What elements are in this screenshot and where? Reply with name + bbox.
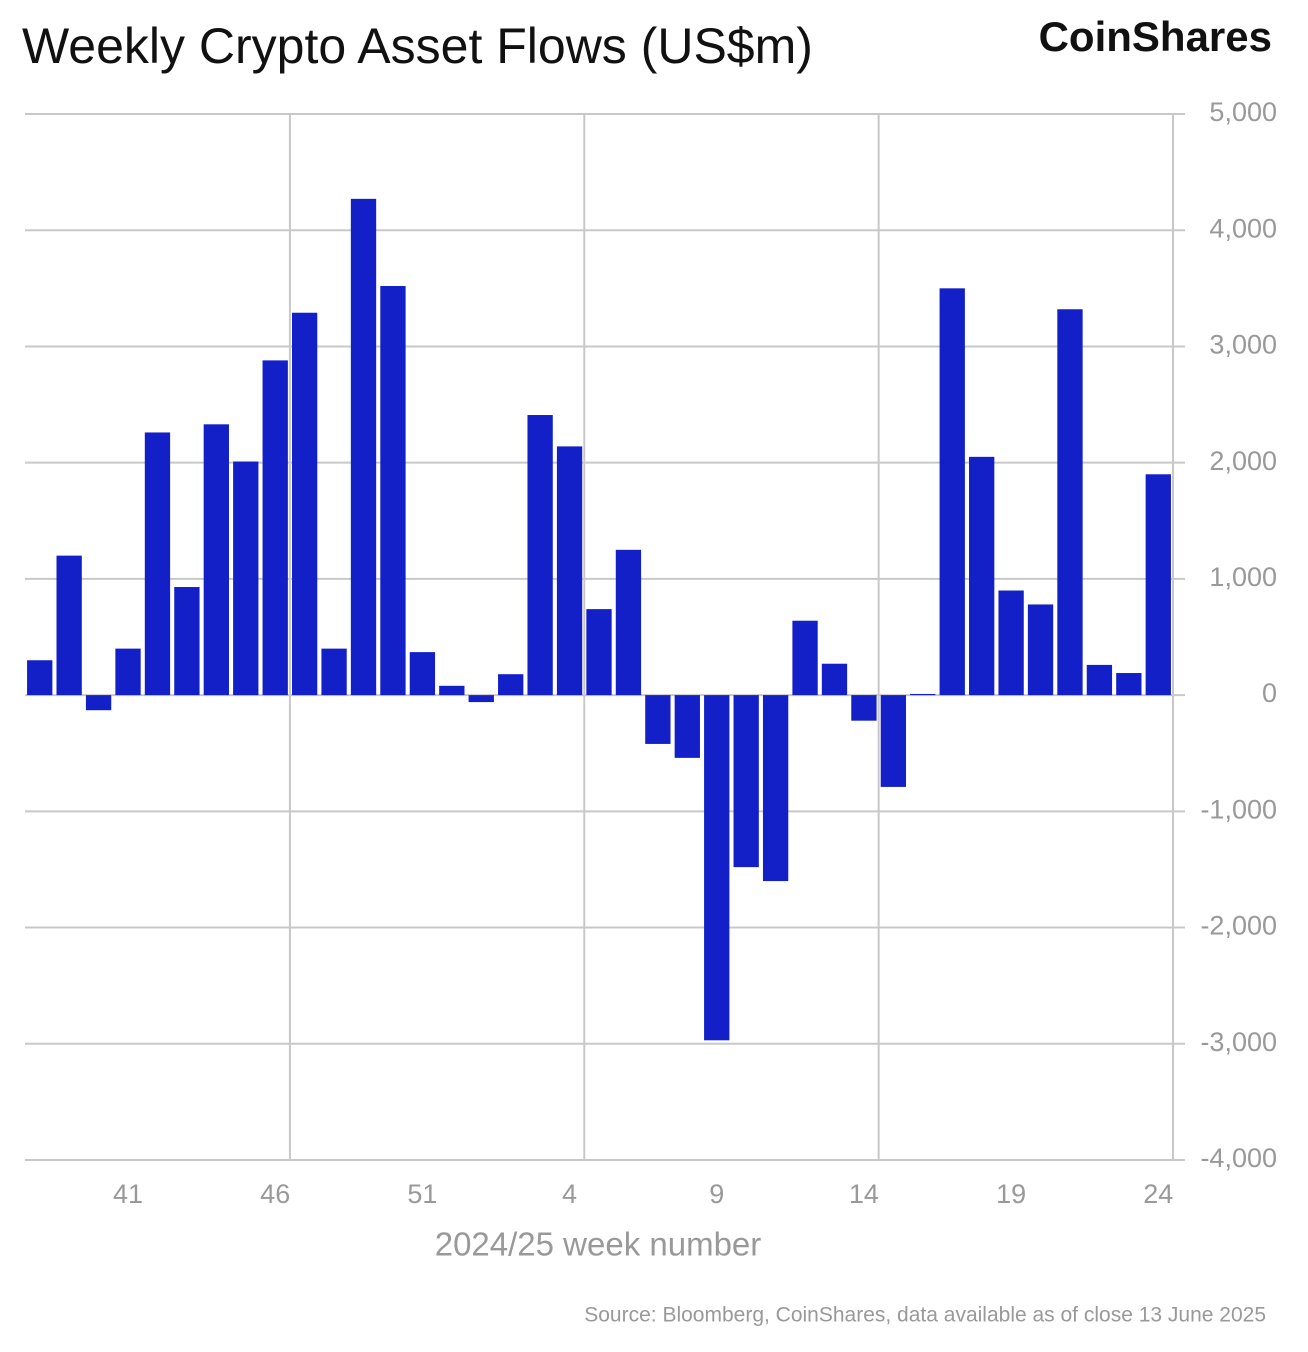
bar [939, 288, 965, 696]
y-tick-label: -1,000 [1200, 794, 1277, 824]
bar [645, 695, 671, 744]
y-tick-label: 5,000 [1209, 97, 1277, 127]
bar [733, 695, 759, 868]
bar [704, 695, 730, 1041]
bar [174, 587, 200, 696]
brand-logo: CoinShares [1039, 13, 1272, 60]
y-tick-label: 4,000 [1209, 213, 1277, 243]
bar [56, 555, 82, 696]
bar [910, 693, 936, 696]
bar [674, 695, 700, 758]
bar [615, 549, 642, 696]
bar [233, 461, 259, 696]
y-tick-label: -3,000 [1200, 1027, 1277, 1057]
bar [821, 663, 848, 696]
y-tick-label: 2,000 [1209, 446, 1277, 476]
bar [262, 360, 288, 696]
bar [1057, 309, 1083, 696]
bar [556, 446, 583, 696]
y-tick-label: 0 [1262, 678, 1277, 708]
bar [380, 286, 406, 696]
x-tick-label: 51 [407, 1179, 437, 1209]
x-tick-label: 41 [113, 1179, 143, 1209]
bar [1086, 664, 1113, 696]
y-tick-label: -4,000 [1200, 1143, 1277, 1173]
bar [321, 648, 347, 696]
x-tick-label: 4 [562, 1179, 577, 1209]
bar [409, 652, 436, 696]
bar [115, 648, 141, 696]
bar [969, 456, 995, 696]
bar [85, 695, 112, 711]
x-axis-label: 2024/25 week number [435, 1226, 762, 1263]
bar [439, 685, 465, 696]
bar [144, 432, 171, 696]
bar [762, 695, 789, 882]
bar [1027, 604, 1054, 696]
x-tick-label: 9 [709, 1179, 724, 1209]
bar [792, 620, 818, 696]
bar [527, 415, 553, 696]
bar [291, 312, 318, 696]
x-tick-label: 24 [1143, 1179, 1173, 1209]
source-note: Source: Bloomberg, CoinShares, data avai… [584, 1304, 1266, 1327]
bar [468, 695, 494, 703]
bar [586, 609, 612, 696]
x-tick-label: 46 [260, 1179, 290, 1209]
y-tick-label: 3,000 [1209, 330, 1277, 360]
y-tick-label: 1,000 [1209, 562, 1277, 592]
bar [203, 424, 229, 696]
bar [350, 198, 377, 696]
bar [27, 660, 53, 696]
bar [1145, 474, 1171, 696]
bar [998, 590, 1024, 696]
chart-title: Weekly Crypto Asset Flows (US$m) [22, 18, 813, 74]
bar [880, 695, 907, 787]
bar [851, 695, 877, 721]
bar [498, 674, 524, 696]
x-tick-label: 19 [996, 1179, 1026, 1209]
y-tick-label: -2,000 [1200, 911, 1277, 941]
bar [1116, 673, 1142, 696]
x-tick-label: 14 [849, 1179, 879, 1209]
